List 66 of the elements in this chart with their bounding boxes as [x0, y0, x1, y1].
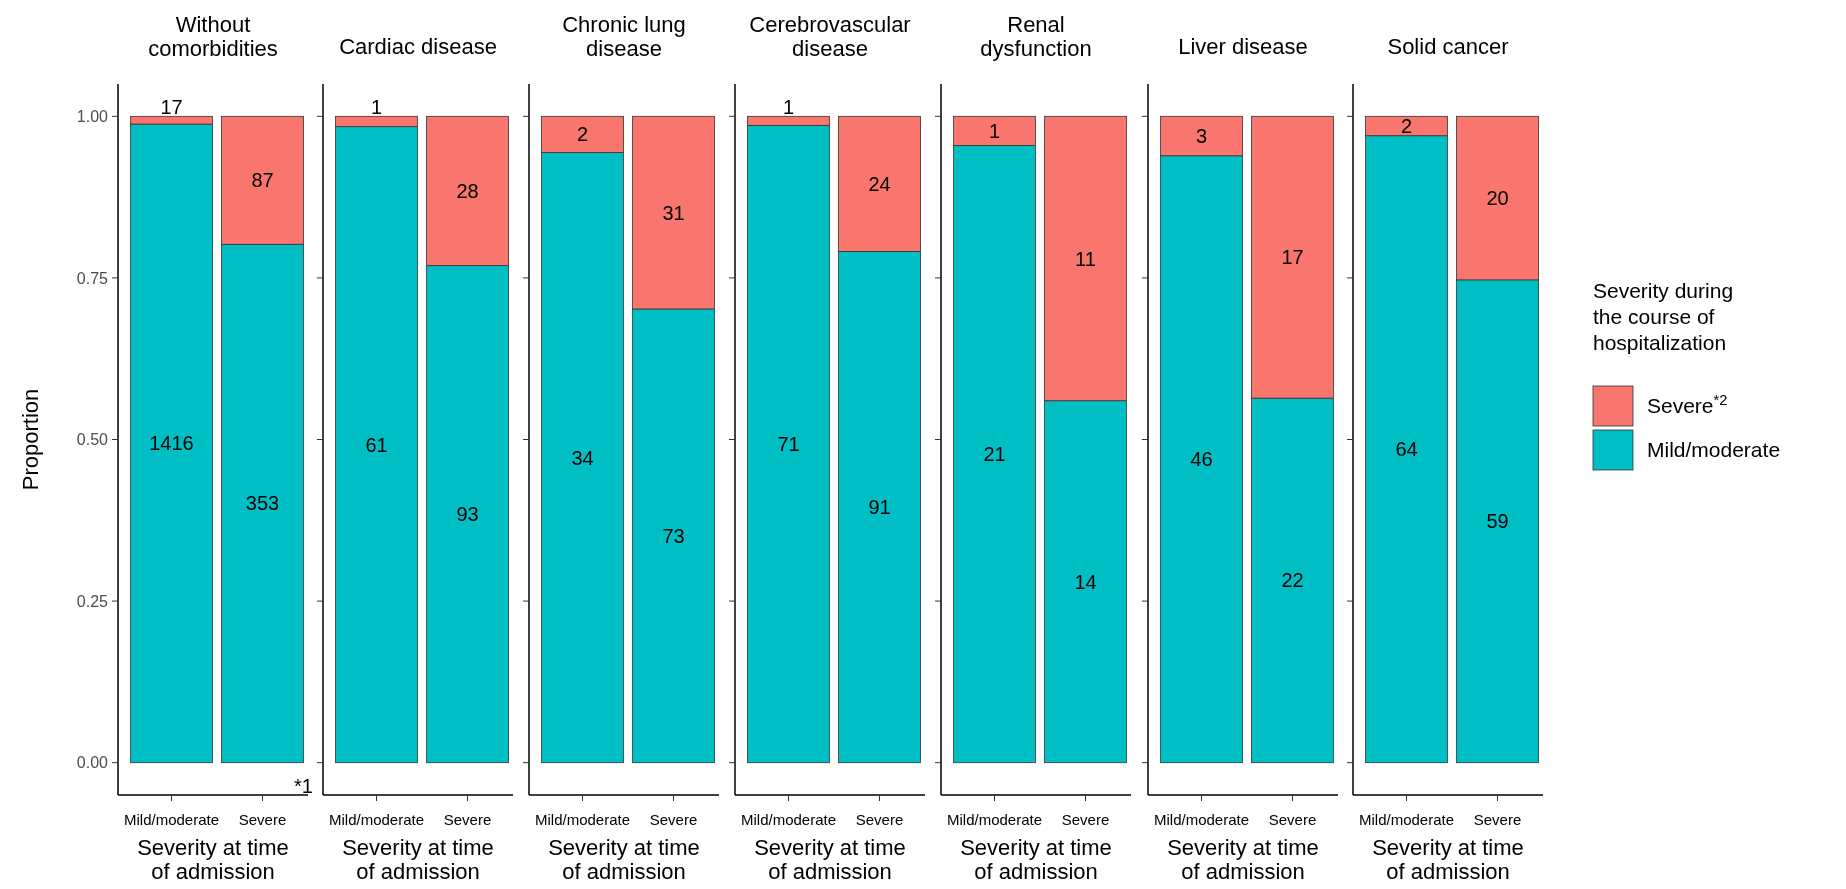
- annotation: 61: [365, 433, 388, 456]
- y-tick-label: 0.25: [76, 592, 109, 610]
- x-tick-label: Mild/moderate: [946, 811, 1043, 828]
- x-tick-label: Mild/moderate: [1358, 811, 1455, 828]
- annotation: 64: [1395, 438, 1418, 461]
- annotation: 2: [576, 123, 589, 146]
- annotation: 87: [251, 169, 274, 192]
- x-axis-title: Severity at time of admission: [342, 835, 494, 884]
- x-tick-label: Severe: [1268, 811, 1317, 828]
- x-tick-label: Mild/moderate: [123, 811, 220, 828]
- x-tick-label: Mild/moderate: [534, 811, 631, 828]
- x-tick-label: Severe: [1473, 811, 1522, 828]
- x-axis-title: Severity at time of admission: [548, 835, 700, 884]
- x-tick-label: Severe: [855, 811, 904, 828]
- y-tick-label: 0.50: [76, 431, 109, 449]
- annotation: 3: [1195, 125, 1208, 148]
- x-tick-label: Severe: [649, 811, 698, 828]
- annotation: 1416: [149, 432, 194, 455]
- x-tick-label: Mild/moderate: [740, 811, 837, 828]
- x-tick-label: Severe: [443, 811, 492, 828]
- legend-label: Severe$^{*2}$: [1647, 392, 1728, 418]
- x-tick-label: Severe: [1061, 811, 1110, 828]
- annotation: 1: [988, 119, 1001, 142]
- y-tick-label: 0.00: [76, 754, 109, 772]
- annotation: 14: [1074, 570, 1097, 593]
- x-axis-title: Severity at time of admission: [960, 835, 1112, 884]
- annotation: 353: [245, 492, 280, 515]
- x-axis-title: Severity at time of admission: [1167, 835, 1319, 884]
- chart-title: Cerebrovascular disease: [749, 12, 911, 61]
- annotation: 17: [1281, 246, 1304, 269]
- annotation: 93: [456, 503, 479, 526]
- annotation: 34: [571, 446, 594, 469]
- annotation: 1: [370, 96, 383, 119]
- annotation: 22: [1281, 569, 1304, 592]
- legend-title: Severity during the course of hospitalization: [1593, 279, 1734, 354]
- annotation: 20: [1486, 187, 1509, 210]
- x-axis-title: Severity at time of admission: [1372, 835, 1524, 884]
- annotation: 46: [1190, 448, 1213, 471]
- annotation: 31: [662, 201, 685, 224]
- annotation: 59: [1486, 510, 1509, 533]
- annotation: 21: [983, 443, 1006, 466]
- annotation: 1: [782, 96, 795, 119]
- x-tick-label: Mild/moderate: [328, 811, 425, 828]
- annotation: *1: [294, 775, 313, 797]
- x-tick-label: Severe: [238, 811, 287, 828]
- annotation: 2: [1400, 115, 1413, 138]
- annotation: 28: [456, 179, 479, 202]
- legend-label: Mild/moderate: [1647, 438, 1781, 462]
- chart-title: Chronic lung disease: [562, 12, 686, 61]
- x-axis-title: Severity at time of admission: [137, 835, 289, 884]
- y-tick-label: 0.75: [76, 269, 109, 287]
- annotation: 71: [777, 433, 800, 456]
- annotation: 17: [160, 96, 183, 119]
- y-tick-label: 1.00: [76, 107, 109, 125]
- chart-title: Solid cancer: [1387, 34, 1509, 59]
- annotation: 24: [868, 172, 891, 195]
- chart-title: Cardiac disease: [339, 34, 497, 59]
- annotation: 11: [1075, 247, 1096, 270]
- chart-title: Renal dysfunction: [980, 12, 1092, 61]
- chart-title: Liver disease: [1178, 34, 1308, 59]
- annotation: 73: [662, 524, 685, 547]
- chart-title: Without comorbidities: [148, 12, 278, 61]
- x-tick-label: Mild/moderate: [1153, 811, 1250, 828]
- y-axis-title: Proportion: [18, 388, 43, 491]
- x-axis-title: Severity at time of admission: [754, 835, 906, 884]
- annotation: 91: [868, 496, 891, 519]
